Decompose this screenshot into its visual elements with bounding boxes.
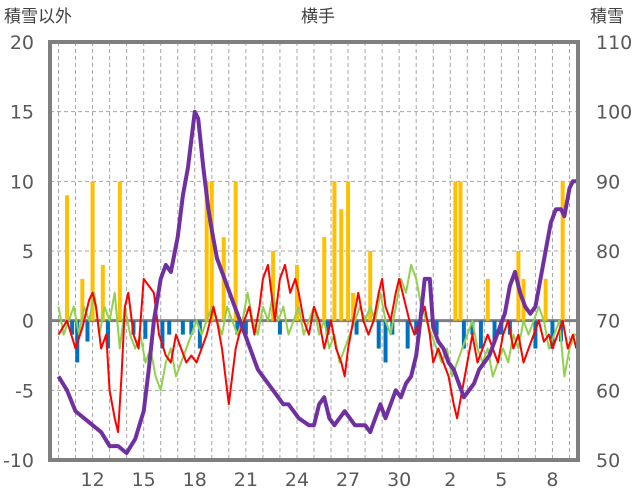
right-tick-label: 110 — [596, 32, 632, 54]
precip-bar — [339, 209, 344, 321]
sunshine-bar — [478, 320, 483, 349]
left-tick-label: -10 — [3, 450, 34, 472]
sunshine-bar — [197, 320, 202, 349]
precip-bar — [322, 237, 327, 321]
precip-bar — [543, 278, 548, 321]
sunshine-bar — [167, 320, 172, 335]
x-tick-label: 21 — [234, 469, 258, 491]
x-tick-label: 12 — [80, 469, 104, 491]
right-tick-labels: 110 100 90 80 70 60 50 — [596, 32, 632, 472]
sunshine-bar — [70, 320, 75, 335]
x-tick-labels: 12 15 18 21 24 27 30 2 5 8 — [80, 469, 558, 491]
precip-bar — [351, 292, 356, 321]
sunshine-bar — [461, 320, 466, 349]
sunshine-bar — [105, 320, 110, 349]
x-tick-label: 15 — [132, 469, 156, 491]
precip-bar — [117, 181, 122, 321]
precip-bar — [332, 181, 337, 321]
sunshine-bar — [492, 320, 497, 342]
left-tick-label: 10 — [10, 171, 34, 193]
sunshine-bar — [434, 320, 439, 335]
snow_depth-line — [56, 109, 577, 455]
line-layer — [56, 109, 578, 455]
right-tick-label: 90 — [596, 171, 620, 193]
plot-frame — [48, 40, 580, 462]
right-tick-label: 80 — [596, 241, 620, 263]
precip-bar — [65, 195, 70, 321]
left-tick-label: 20 — [10, 32, 34, 54]
precip-bar — [80, 278, 85, 321]
right-tick-label: 50 — [596, 450, 620, 472]
precip-bar — [233, 181, 238, 321]
precip-bar — [346, 181, 351, 321]
sunshine-bar — [325, 320, 330, 335]
x-tick-label: 27 — [336, 469, 360, 491]
max_temp-line — [57, 263, 578, 434]
precip-bar — [368, 251, 373, 321]
sunshine-bar — [180, 320, 185, 335]
precip-bar — [485, 278, 490, 321]
grid — [50, 42, 578, 460]
x-tick-label: 5 — [495, 469, 507, 491]
x-tick-label: 30 — [387, 469, 411, 491]
sunshine-bar — [277, 320, 282, 335]
right-axis-label: 積雪 — [590, 7, 624, 27]
sunshine-bar — [354, 320, 359, 335]
precip-bar — [209, 181, 214, 321]
sunshine-bar — [550, 320, 555, 349]
left-tick-label: -5 — [15, 380, 34, 402]
precip-bar — [453, 181, 458, 321]
precip-bar — [560, 181, 565, 321]
right-tick-label: 60 — [596, 380, 620, 402]
sunshine-bar — [143, 320, 148, 339]
sunshine-bar — [189, 320, 194, 335]
sunshine-bar — [243, 320, 248, 335]
x-tick-label: 18 — [183, 469, 207, 491]
precip-bar — [100, 264, 105, 321]
precip-bar — [204, 181, 209, 321]
chart-title: 横手 — [301, 7, 335, 27]
left-tick-label: 0 — [22, 311, 34, 333]
sunshine-bar — [383, 320, 388, 363]
sunshine-bar — [160, 320, 165, 349]
sunshine-bar — [235, 320, 240, 335]
sunshine-bar — [533, 320, 538, 349]
left-tick-label: 15 — [10, 102, 34, 124]
precip-bar — [271, 251, 276, 321]
x-tick-label: 8 — [546, 469, 558, 491]
left-axis-label: 積雪以外 — [4, 7, 72, 27]
right-tick-label: 100 — [596, 102, 632, 124]
left-tick-label: 5 — [22, 241, 34, 263]
precip-bar — [458, 181, 463, 321]
sunshine-bar — [405, 320, 410, 349]
sunshine-bar — [470, 320, 475, 335]
right-tick-label: 70 — [596, 311, 620, 333]
sunshine-bar — [376, 320, 381, 349]
precip-bar — [294, 264, 299, 321]
precip-bar — [90, 181, 95, 321]
x-tick-label: 24 — [285, 469, 309, 491]
sunshine-bar — [85, 320, 90, 342]
left-tick-labels: 20 15 10 5 0 -5 -10 — [3, 32, 34, 472]
x-tick-label: 2 — [444, 469, 456, 491]
min_temp-line — [57, 263, 577, 392]
